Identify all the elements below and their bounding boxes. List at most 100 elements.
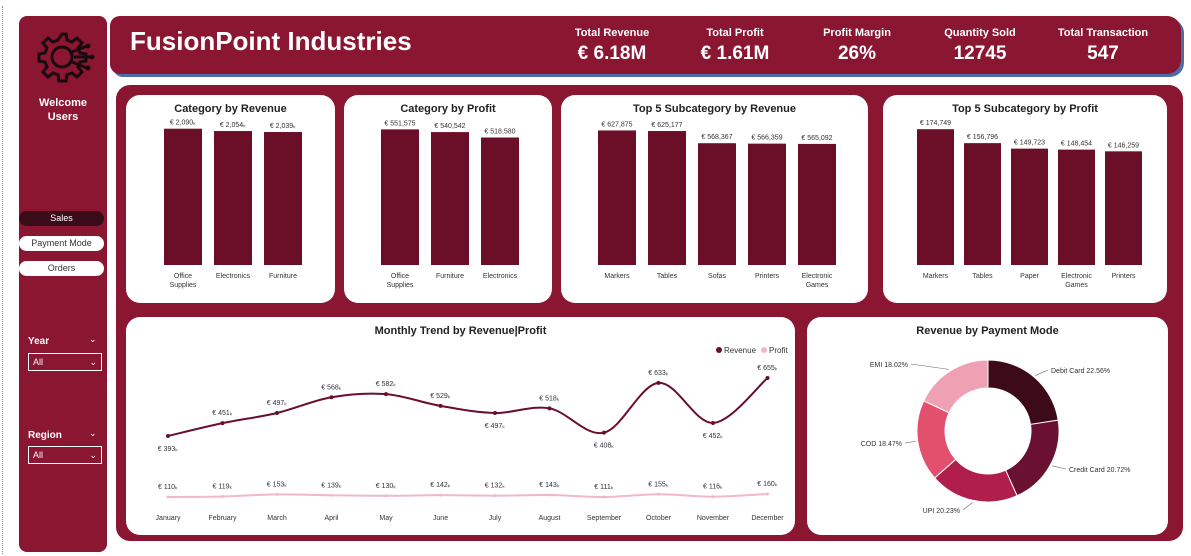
bar [798,143,836,265]
bar-data-label: € 566,359 [751,135,782,142]
region-collapse-icon[interactable]: ⌄ [89,428,97,438]
profit-point [548,493,551,497]
card-category-revenue: Category by Revenue € 2,090ₖ Office Suppli… [126,95,335,303]
region-select-value: All [33,450,44,460]
x-tick-label: Electronic [802,273,833,280]
bar [164,128,202,265]
profit-point [275,492,279,496]
revenue-data-label: € 408ₖ [594,443,615,450]
x-tick-label: Supplies [170,282,197,289]
donut-data-label: Debit Card 22.56% [1051,368,1110,375]
revenue-data-label: € 529ₖ [430,393,451,400]
bar-data-label: € 625,177 [651,122,682,129]
bar [964,143,1001,265]
profit-point [711,495,715,499]
x-tick-label: Electronics [483,273,518,280]
kpi-profit-margin: Profit Margin 26% [802,27,912,65]
x-tick-label: Office [174,273,192,280]
chevron-down-icon: ⌄ [89,450,97,460]
donut-leader-line [910,363,949,370]
year-filter-label: Year [28,336,50,347]
revenue-point [711,420,715,425]
revenue-data-label: € 497ₖ [267,400,288,407]
kpi-label: Total Transaction [1057,27,1149,39]
revenue-data-label: € 582ₖ [376,381,397,388]
kpi-label: Profit Margin [823,27,891,39]
region-filter-label: Region [28,430,62,441]
month-tick-label: February [208,515,237,522]
revenue-data-label: € 655ₖ [757,365,778,372]
donut-data-label: EMI 18.02% [870,362,908,369]
profit-data-label: € 142ₖ [430,482,451,489]
chart-title: Revenue by Payment Mode [916,325,1059,337]
bar [1105,151,1142,265]
year-collapse-icon[interactable]: ⌄ [89,334,97,344]
month-tick-label: June [433,515,448,522]
chart-title: Monthly Trend by Revenue|Profit [374,325,547,337]
x-tick-label: Games [806,282,829,289]
year-select-value: All [33,357,44,367]
card-payment-mode: Revenue by Payment Mode Debit Card 22.56… [807,317,1168,535]
month-tick-label: January [156,515,181,522]
kpi-total-profit: Total Profit € 1.61M [680,27,790,65]
chart-title: Top 5 Subcategory by Revenue [632,103,796,115]
revenue-data-label: € 452ₖ [703,433,724,440]
profit-data-label: € 119ₖ [213,483,233,490]
donut-leader-line [1052,465,1067,470]
profit-data-label: € 130ₖ [376,483,397,490]
kpi-label: Total Profit [706,27,764,39]
legend-revenue-label: Revenue [724,346,757,355]
revenue-point [547,406,552,411]
month-tick-label: September [587,515,622,522]
welcome-text: Welcome Users [38,97,88,123]
legend-profit-label: Profit [769,346,788,355]
revenue-point [275,410,279,415]
month-tick-label: July [489,515,502,522]
bar-data-label: € 174,749 [920,120,951,127]
nav-payment-mode-button[interactable]: Payment Mode [19,236,104,251]
revenue-point [384,392,388,397]
monthly-trend-chart: € 393ₖ € 451ₖ € 497ₖ € 568ₖ € 582ₖ € 529ₖ € 49… [156,346,789,522]
kpi-value: 26% [837,43,877,64]
card-monthly-trend: Monthly Trend by Revenue|Profit € 393ₖ € … [126,317,795,535]
x-tick-label: Markers [923,273,949,280]
donut-data-label: UPI 20.23% [923,508,960,515]
profit-data-label: € 143ₖ [539,482,560,489]
profit-point [439,493,442,497]
revenue-point [656,380,661,385]
donut-data-label: Credit Card 20.72% [1069,467,1130,474]
donut-slice [1004,419,1060,497]
month-tick-label: November [697,515,730,522]
bar-data-label: € 156,796 [967,134,998,141]
donut-leader-line [904,441,916,444]
year-select[interactable]: All ⌄ [28,353,102,371]
gear-circuit-icon [37,32,95,83]
legend-revenue-marker [716,347,722,353]
chart-title: Category by Profit [400,103,496,115]
x-tick-label: Printers [755,273,780,280]
nav-sales-button[interactable]: Sales [19,211,104,226]
x-tick-label: Tables [972,273,993,280]
subcategory-profit-chart: € 174,749 Markers € 156,796 Tables € 149,723… [917,120,1142,289]
revenue-point [493,410,497,415]
revenue-data-label: € 518ₖ [539,395,560,402]
card-category-profit: Category by Profit € 551,575 Office Suppli… [344,95,552,303]
kpi-quantity-sold: Quantity Sold 12745 [925,27,1035,65]
bar-data-label: € 565,092 [801,135,832,142]
bar [748,143,786,265]
x-tick-label: Sofas [708,273,726,280]
x-tick-label: Furniture [436,273,464,280]
revenue-point [765,376,770,380]
bar-data-label: € 518,580 [484,128,515,135]
bar-data-label: € 551,575 [384,120,415,127]
nav-orders-button[interactable]: Orders [19,261,104,276]
chart-title: Category by Revenue [174,103,287,115]
profit-point [221,494,224,498]
bar [698,143,736,265]
revenue-data-label: € 393ₖ [158,446,179,453]
category-profit-chart: € 551,575 Office Supplies € 540,542 Furnitur… [381,120,519,289]
region-select[interactable]: All ⌄ [28,446,102,464]
x-tick-label: Games [1065,282,1088,289]
revenue-data-label: € 633ₖ [648,370,669,377]
profit-data-label: € 110ₖ [158,484,178,491]
